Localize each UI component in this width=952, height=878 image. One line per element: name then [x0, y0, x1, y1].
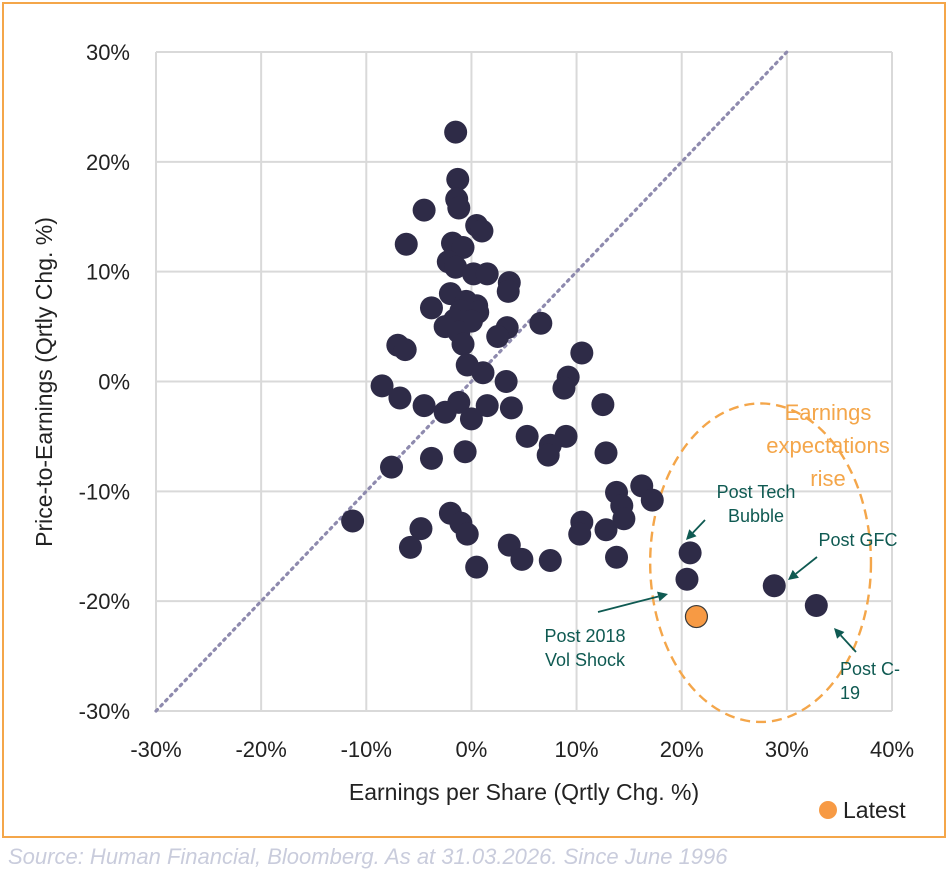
data-point: [398, 535, 422, 559]
reference-line: [154, 50, 789, 713]
x-tick-label: -10%: [341, 737, 392, 762]
annotation-arrow-head: [834, 628, 845, 639]
data-point: [529, 311, 553, 335]
data-point: [380, 455, 404, 479]
data-point: [678, 541, 702, 565]
annotation-arrow-head: [788, 569, 799, 580]
y-tick-label: -20%: [79, 589, 130, 614]
data-point: [515, 424, 539, 448]
data-point: [412, 198, 436, 222]
annotation-post-2018-line: Vol Shock: [545, 650, 626, 670]
data-point: [444, 120, 468, 144]
data-point: [612, 507, 636, 531]
data-point: [455, 522, 479, 546]
highlight-label-line: rise: [810, 466, 845, 491]
annotation-arrow-line: [692, 519, 706, 534]
data-point: [459, 407, 483, 431]
data-point: [470, 219, 494, 243]
x-tick-label: 40%: [870, 737, 914, 762]
data-point: [538, 549, 562, 573]
data-point: [370, 374, 394, 398]
data-point: [393, 338, 417, 362]
data-point: [594, 441, 618, 465]
data-point: [536, 443, 560, 467]
data-point: [409, 517, 433, 541]
legend: Latest: [819, 797, 906, 823]
data-point: [341, 509, 365, 533]
data-point: [394, 232, 418, 256]
y-axis-title: Price-to-Earnings (Qrtly Chg. %): [31, 217, 57, 547]
data-point: [465, 555, 489, 579]
data-point: [675, 567, 699, 591]
data-point: [762, 574, 786, 598]
data-point: [451, 236, 475, 260]
annotation-arrow-line: [840, 634, 857, 653]
x-tick-label: 30%: [765, 737, 809, 762]
data-point: [412, 394, 436, 418]
data-point: [419, 296, 443, 320]
y-tick-label: -30%: [79, 699, 130, 724]
x-tick-label: 20%: [660, 737, 704, 762]
highlight-ellipse: [648, 402, 873, 724]
x-tick-label: 0%: [456, 737, 488, 762]
y-tick-label: 10%: [86, 260, 130, 285]
data-point: [447, 196, 471, 220]
annotation-arrow-line: [795, 556, 818, 575]
data-point: [388, 386, 412, 410]
annotation-post-c19-line: 19: [840, 683, 860, 703]
data-point: [605, 545, 629, 569]
data-point: [494, 370, 518, 393]
gridlines: [155, 51, 893, 712]
highlight-label-line: Earnings: [785, 400, 872, 425]
data-point: [486, 324, 510, 348]
y-tick-label: 20%: [86, 150, 130, 175]
scatter-chart: -30% -20% -10% 0% 10% 20% 30% 40% -30% -20% -10% 0%…: [31, 40, 914, 823]
data-points: [341, 120, 828, 629]
data-point: [419, 446, 443, 470]
x-tick-label: 10%: [555, 737, 599, 762]
data-point: [471, 361, 495, 385]
annotation-arrow-head: [686, 529, 697, 540]
data-point: [591, 393, 615, 417]
data-point: [804, 594, 828, 618]
source-note: Source: Human Financial, Bloomberg. As a…: [8, 844, 728, 869]
annotation-arrows: [597, 519, 857, 653]
annotation-arrow-head: [657, 591, 668, 602]
data-point: [453, 440, 477, 464]
data-point: [570, 341, 594, 365]
annotation-post-gfc-line: Post GFC: [818, 530, 897, 550]
annotation-post-tech-line: Post Tech: [717, 482, 796, 502]
x-axis-title: Earnings per Share (Qrtly Chg. %): [349, 779, 699, 805]
chart-frame: [2, 2, 946, 838]
data-point: [499, 396, 523, 420]
data-point: [433, 400, 457, 424]
y-tick-label: 30%: [86, 40, 130, 65]
annotations: Post Tech Bubble Post GFC Post C- 19 Post 201…: [544, 400, 900, 703]
tick-labels: -30% -20% -10% 0% 10% 20% 30% 40% -30% -20% -10% 0%…: [79, 40, 914, 762]
x-tick-label: -20%: [235, 737, 286, 762]
legend-latest-marker: [819, 801, 837, 819]
y-tick-label: -10%: [79, 479, 130, 504]
data-point: [510, 547, 534, 571]
data-point: [568, 522, 592, 546]
x-tick-label: -30%: [130, 737, 181, 762]
data-point: [444, 255, 468, 279]
annotation-post-tech-line: Bubble: [728, 506, 784, 526]
data-point: [446, 167, 470, 191]
annotation-post-c19-line: Post C-: [840, 659, 900, 679]
data-point: [451, 332, 475, 356]
annotation-arrow-line: [597, 595, 659, 613]
data-point: [475, 262, 499, 286]
data-point: [594, 518, 618, 542]
latest-point: [684, 604, 709, 629]
data-point: [496, 279, 520, 303]
data-point: [475, 394, 499, 418]
y-tick-label: 0%: [98, 370, 130, 395]
highlight-label-line: expectations: [766, 433, 890, 458]
data-point: [640, 488, 664, 512]
legend-latest-label: Latest: [843, 797, 906, 823]
data-point: [552, 376, 576, 400]
annotation-post-2018-line: Post 2018: [544, 626, 625, 646]
